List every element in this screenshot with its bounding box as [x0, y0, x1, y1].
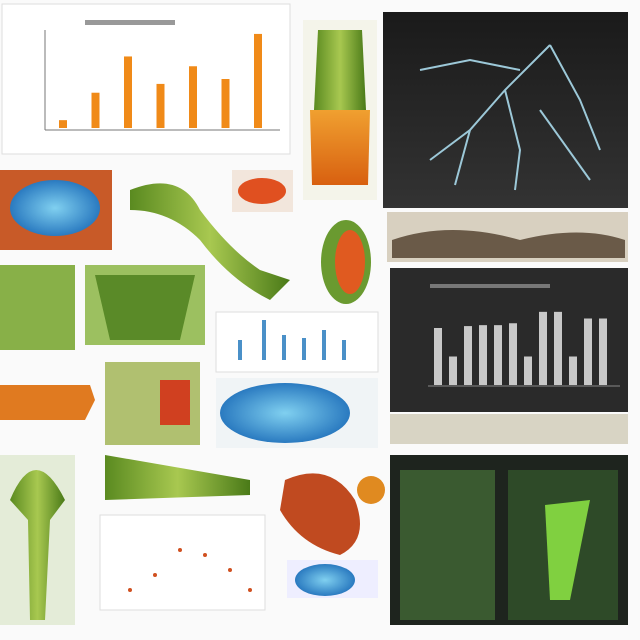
bar — [509, 323, 517, 385]
red-organ — [280, 473, 360, 555]
blue-bars — [238, 320, 346, 360]
blue-blob — [10, 180, 100, 236]
bar — [539, 311, 547, 385]
panel — [215, 311, 379, 373]
dark-panel — [383, 12, 628, 208]
orange-chart-panel — [1, 3, 291, 155]
branches — [419, 44, 601, 191]
green-stem — [10, 470, 65, 620]
bar — [479, 325, 487, 385]
panel — [1, 3, 291, 155]
blue-blob — [220, 383, 350, 443]
blue-blob — [295, 564, 355, 596]
green-lattice — [400, 470, 495, 620]
bar — [254, 33, 262, 128]
bar — [221, 79, 230, 128]
bar — [569, 356, 577, 385]
bar — [584, 318, 592, 385]
orange-shape — [238, 178, 286, 204]
bar — [59, 120, 67, 128]
red-shape — [160, 380, 190, 425]
scatter-panel — [99, 514, 266, 611]
green-panel — [0, 265, 75, 350]
strip-shape — [392, 230, 625, 258]
bar — [449, 356, 457, 385]
bar — [91, 92, 100, 128]
bar — [494, 325, 502, 385]
title-blur — [430, 284, 550, 288]
leaf-core — [335, 230, 365, 294]
bar — [599, 318, 607, 385]
bar — [156, 83, 165, 128]
green-core — [545, 500, 590, 600]
green-shape — [95, 275, 195, 340]
bar — [524, 356, 532, 385]
bar — [554, 311, 562, 385]
title-blur — [85, 20, 175, 25]
panel — [390, 414, 628, 444]
object-base — [310, 110, 370, 185]
scatter-dots — [128, 548, 252, 592]
green-plant — [130, 183, 290, 300]
bar — [124, 56, 132, 128]
green-long — [105, 455, 250, 500]
orange-shape — [0, 385, 95, 420]
gray-chart-panel — [390, 268, 628, 412]
bar — [464, 326, 472, 385]
orange-ball — [357, 476, 385, 504]
bar — [189, 66, 197, 128]
object-top — [314, 30, 366, 110]
bar — [434, 328, 442, 385]
